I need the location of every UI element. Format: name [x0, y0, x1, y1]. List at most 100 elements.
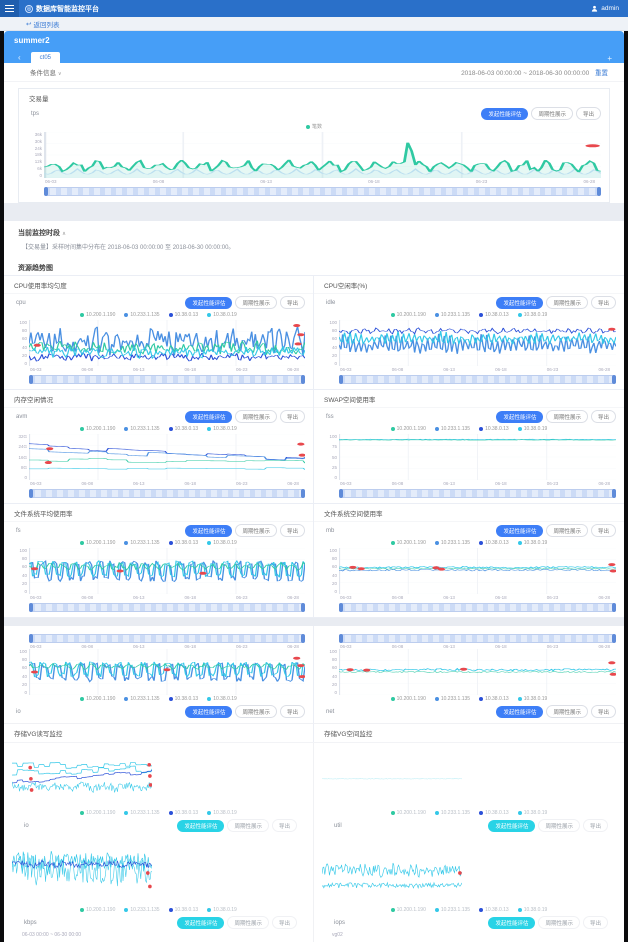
legend-item[interactable]: 10.38.0.19 — [207, 426, 237, 432]
legend-item[interactable]: 10.38.0.13 — [479, 312, 509, 318]
start-performance-eval-button[interactable]: 发起性能评估 — [496, 410, 544, 423]
export-button[interactable]: 导出 — [590, 296, 616, 309]
legend-item[interactable]: 10.233.1.135 — [124, 907, 160, 913]
trend-line-chart[interactable] — [339, 434, 616, 480]
legend-item[interactable]: 10.38.0.19 — [517, 810, 547, 816]
legend-item[interactable]: 10.200.1.190 — [390, 312, 426, 318]
legend-item[interactable]: 10.38.0.19 — [207, 907, 237, 913]
legend-item[interactable]: 10.38.0.13 — [479, 540, 509, 546]
chart-brush-slider[interactable] — [29, 375, 305, 384]
export-button[interactable]: 导出 — [279, 410, 305, 423]
start-performance-eval-button[interactable]: 发起性能评估 — [496, 296, 544, 309]
storage-line-chart[interactable] — [321, 845, 463, 901]
periodic-display-button[interactable]: 周期性展示 — [546, 296, 588, 309]
back-to-list-link[interactable]: ↩ 返回列表 — [26, 20, 60, 29]
legend-item[interactable]: 10.200.1.190 — [390, 696, 426, 702]
start-performance-eval-button[interactable]: 发起性能评估 — [177, 916, 225, 929]
legend-item[interactable]: 10.38.0.19 — [517, 426, 547, 432]
legend-item[interactable]: 10.38.0.19 — [207, 810, 237, 816]
periodic-display-button[interactable]: 周期性展示 — [235, 410, 277, 423]
legend-item[interactable]: 10.233.1.135 — [434, 907, 470, 913]
trend-line-chart[interactable] — [29, 548, 305, 594]
date-range-value[interactable]: 2018-06-03 00:00:00 ~ 2018-06-30 00:00:0… — [461, 70, 590, 77]
menu-icon[interactable] — [0, 0, 19, 17]
chart-brush-slider[interactable] — [29, 634, 305, 643]
tabs-add-icon[interactable]: + — [607, 54, 612, 63]
legend-item[interactable]: 10.233.1.135 — [434, 696, 470, 702]
legend-item[interactable]: 10.38.0.19 — [517, 907, 547, 913]
legend-item[interactable]: 10.200.1.190 — [80, 810, 115, 816]
export-button[interactable]: 导出 — [271, 819, 297, 832]
start-performance-eval-button[interactable]: 发起性能评估 — [488, 819, 536, 832]
chart-brush-slider[interactable] — [339, 634, 616, 643]
export-button[interactable]: 导出 — [271, 916, 297, 929]
periodic-display-button[interactable]: 周期性展示 — [531, 107, 573, 120]
periodic-display-button[interactable]: 周期性展示 — [235, 524, 277, 537]
trend-line-chart[interactable] — [29, 649, 305, 695]
legend-item[interactable]: 10.200.1.190 — [390, 540, 426, 546]
export-button[interactable]: 导出 — [575, 107, 601, 120]
legend-item[interactable]: 10.233.1.135 — [434, 426, 470, 432]
start-performance-eval-button[interactable]: 发起性能评估 — [185, 524, 233, 537]
legend-item[interactable]: 10.200.1.190 — [390, 907, 426, 913]
legend-item[interactable]: 10.38.0.19 — [207, 696, 237, 702]
export-button[interactable]: 导出 — [582, 916, 608, 929]
trend-line-chart[interactable] — [29, 320, 305, 366]
periodic-display-button[interactable]: 周期性展示 — [235, 705, 277, 718]
legend-item[interactable]: 10.233.1.135 — [124, 540, 160, 546]
export-button[interactable]: 导出 — [279, 296, 305, 309]
start-performance-eval-button[interactable]: 发起性能评估 — [496, 524, 544, 537]
legend-item[interactable]: 10.200.1.190 — [80, 312, 115, 318]
legend-item[interactable]: 10.233.1.135 — [124, 426, 160, 432]
periodic-display-button[interactable]: 周期性展示 — [546, 524, 588, 537]
export-button[interactable]: 导出 — [590, 705, 616, 718]
trend-line-chart[interactable] — [339, 320, 616, 366]
export-button[interactable]: 导出 — [279, 705, 305, 718]
legend-item[interactable]: 10.200.1.190 — [80, 426, 115, 432]
start-performance-eval-button[interactable]: 发起性能评估 — [185, 705, 233, 718]
periodic-display-button[interactable]: 周期性展示 — [227, 916, 269, 929]
legend-item[interactable]: 10.38.0.13 — [479, 426, 509, 432]
periodic-display-button[interactable]: 周期性展示 — [538, 916, 580, 929]
chart-brush-slider[interactable] — [29, 603, 305, 612]
chart-brush-slider[interactable] — [29, 489, 305, 498]
legend-item[interactable]: 10.38.0.13 — [479, 696, 509, 702]
chart-brush-slider[interactable] — [44, 187, 601, 196]
legend-item[interactable]: 10.233.1.135 — [434, 810, 470, 816]
export-button[interactable]: 导出 — [279, 524, 305, 537]
start-performance-eval-button[interactable]: 发起性能评估 — [488, 916, 536, 929]
chart-brush-slider[interactable] — [339, 375, 616, 384]
legend-item[interactable]: 10.38.0.19 — [517, 312, 547, 318]
monitor-period-heading[interactable]: 当前监控时段 ∧ — [18, 230, 66, 237]
export-button[interactable]: 导出 — [582, 819, 608, 832]
tab-host[interactable]: ct05 — [30, 52, 61, 63]
legend-item[interactable]: 10.38.0.13 — [479, 810, 509, 816]
user-menu[interactable]: admin — [591, 5, 619, 12]
legend-item[interactable]: 10.38.0.13 — [479, 907, 509, 913]
legend-item[interactable]: 10.38.0.13 — [168, 696, 198, 702]
legend-item[interactable]: 10.200.1.190 — [390, 426, 426, 432]
legend-item[interactable]: 10.38.0.13 — [168, 810, 198, 816]
export-button[interactable]: 导出 — [590, 524, 616, 537]
periodic-display-button[interactable]: 周期性展示 — [538, 819, 580, 832]
tx-volume-chart[interactable] — [44, 132, 601, 178]
periodic-display-button[interactable]: 周期性展示 — [227, 819, 269, 832]
start-performance-eval-button[interactable]: 发起性能评估 — [496, 705, 544, 718]
trend-line-chart[interactable] — [29, 434, 305, 480]
legend-item[interactable]: 10.38.0.19 — [207, 540, 237, 546]
chart-brush-slider[interactable] — [339, 603, 616, 612]
legend-item[interactable]: 10.38.0.13 — [168, 540, 198, 546]
condition-info-toggle[interactable]: 条件信息 ∨ — [30, 70, 62, 77]
storage-line-chart[interactable] — [11, 748, 153, 804]
legend-item[interactable]: 10.233.1.135 — [124, 696, 160, 702]
start-performance-eval-button[interactable]: 发起性能评估 — [185, 410, 233, 423]
trend-line-chart[interactable] — [339, 548, 616, 594]
reset-link[interactable]: 重置 — [595, 70, 608, 77]
legend-item[interactable]: 10.233.1.135 — [124, 312, 160, 318]
periodic-display-button[interactable]: 周期性展示 — [546, 410, 588, 423]
export-button[interactable]: 导出 — [590, 410, 616, 423]
legend-item[interactable]: 10.233.1.135 — [434, 540, 470, 546]
legend-item[interactable]: 10.200.1.190 — [390, 810, 426, 816]
legend-item[interactable]: 10.233.1.135 — [124, 810, 160, 816]
tabs-prev-icon[interactable]: ‹ — [18, 53, 21, 62]
